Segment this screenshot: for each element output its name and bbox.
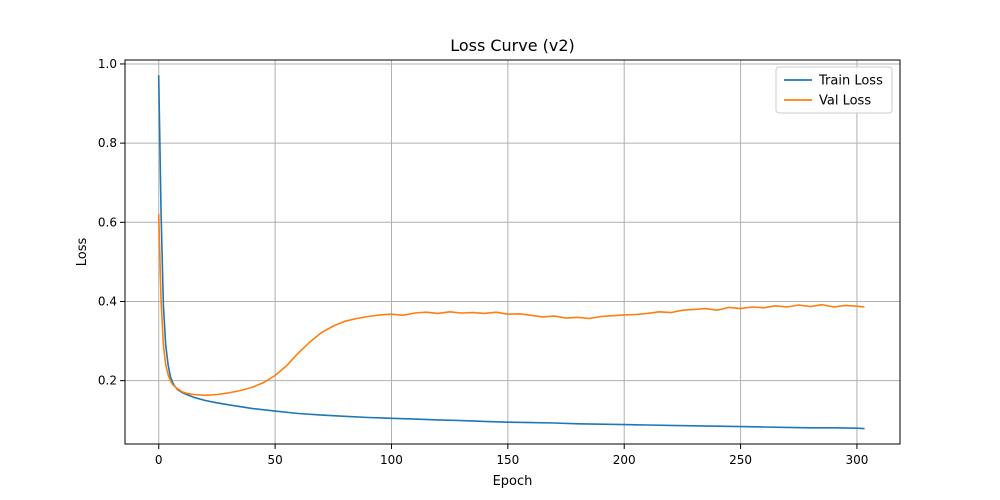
legend-label: Val Loss bbox=[819, 94, 871, 109]
legend: Train Loss Val Loss bbox=[775, 66, 893, 114]
y-tick-label: 0.4 bbox=[98, 294, 117, 308]
x-tick-label: 50 bbox=[267, 453, 282, 467]
legend-box bbox=[775, 66, 893, 114]
y-tick-label: 0.2 bbox=[98, 374, 117, 388]
series-line-train-loss bbox=[157, 75, 865, 430]
y-tick-label: 1.0 bbox=[98, 57, 117, 71]
grid bbox=[125, 60, 900, 444]
x-tick-label: 200 bbox=[613, 453, 636, 467]
x-axis-label: Epoch bbox=[493, 474, 533, 489]
x-tick-label: 300 bbox=[845, 453, 868, 467]
legend-label: Train Loss bbox=[818, 74, 883, 89]
x-tick-label: 150 bbox=[496, 453, 519, 467]
x-tick-label: 100 bbox=[380, 453, 403, 467]
axis-ticks: 0 50 100 150 200 250 300 0.2 0.4 0.6 0.8 1.0 bbox=[98, 57, 868, 467]
series-line-val-loss bbox=[157, 213, 865, 397]
x-tick-label: 250 bbox=[729, 453, 752, 467]
chart-title: Loss Curve (v2) bbox=[450, 36, 575, 55]
plot-frame bbox=[124, 59, 901, 445]
y-axis-label: Loss bbox=[75, 238, 90, 267]
y-tick-label: 0.6 bbox=[98, 215, 117, 229]
y-tick-label: 0.8 bbox=[98, 136, 117, 150]
x-tick-label: 0 bbox=[155, 453, 163, 467]
series-lines bbox=[157, 75, 865, 430]
